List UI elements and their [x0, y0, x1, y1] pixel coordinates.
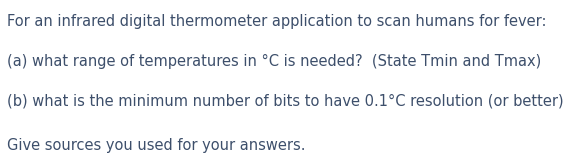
Text: Give sources you used for your answers.: Give sources you used for your answers. [7, 138, 306, 153]
Text: (a) what range of temperatures in °C is needed?  (State Tmin and Tmax): (a) what range of temperatures in °C is … [7, 53, 541, 69]
Text: (b) what is the minimum number of bits to have 0.1°C resolution (or better) ?: (b) what is the minimum number of bits t… [7, 93, 564, 108]
Text: For an infrared digital thermometer application to scan humans for fever:: For an infrared digital thermometer appl… [7, 14, 547, 29]
